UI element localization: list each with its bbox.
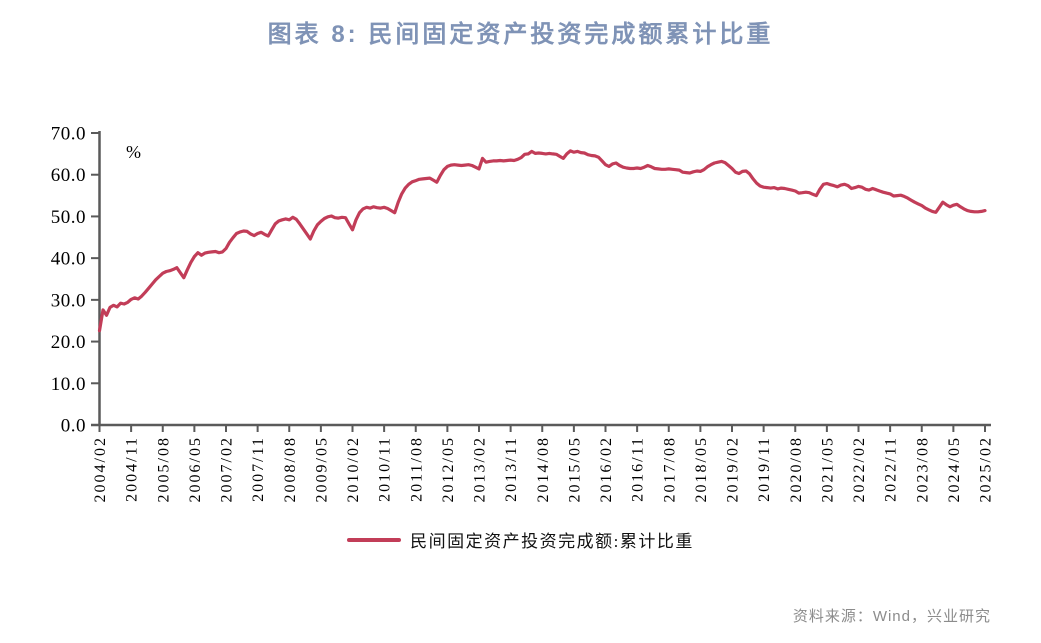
x-axis-tick-label: 2015/05 <box>566 436 583 502</box>
y-axis-tick-label: 20.0 <box>51 332 86 353</box>
x-axis-tick-label: 2019/02 <box>725 436 742 502</box>
x-axis-tick-label: 2016/02 <box>598 436 615 502</box>
x-axis-tick-label: 2004/02 <box>92 436 109 502</box>
x-axis-tick-label: 2012/05 <box>440 436 457 502</box>
x-axis-tick-label: 2017/08 <box>661 436 678 502</box>
x-axis-tick-label: 2016/11 <box>630 436 647 502</box>
x-axis-tick-label: 2024/05 <box>946 436 963 502</box>
x-axis-tick-label: 2011/08 <box>408 436 425 502</box>
x-axis-tick-label: 2010/02 <box>345 436 362 502</box>
x-axis-tick-label: 2019/11 <box>756 436 773 502</box>
x-axis-tick-label: 2022/02 <box>851 436 868 502</box>
x-axis-tick-label: 2020/08 <box>788 436 805 502</box>
x-axis-tick-label: 2018/05 <box>693 436 710 502</box>
x-axis-tick-label: 2007/02 <box>219 436 236 502</box>
y-axis-tick-label: 50.0 <box>51 207 86 228</box>
x-axis-tick-label: 2006/05 <box>187 436 204 502</box>
data-series-line <box>97 149 987 333</box>
x-axis-tick-label: 2009/05 <box>313 436 330 502</box>
x-axis-tick-label: 2023/08 <box>914 436 931 502</box>
x-axis-tick-label: 2007/11 <box>250 436 267 502</box>
y-axis-tick-label: 60.0 <box>51 165 86 186</box>
legend-line-sample-icon <box>347 537 402 542</box>
y-axis-unit-label: % <box>126 142 141 162</box>
legend-label: 民间固定资产投资完成额:累计比重 <box>410 532 694 551</box>
x-axis-tick-label: 2010/11 <box>377 436 394 502</box>
source-text: 资料来源：Wind，兴业研究 <box>792 608 991 625</box>
y-axis-tick-label: 30.0 <box>51 290 86 311</box>
y-axis-tick-label: 70.0 <box>51 124 86 145</box>
y-axis-tick-label: 40.0 <box>51 249 86 270</box>
x-axis-tick-label: 2005/08 <box>155 436 172 502</box>
legend: 民间固定资产投资完成额:累计比重 <box>0 527 1041 552</box>
x-axis-tick-label: 2021/05 <box>819 436 836 502</box>
x-axis-tick-label: 2022/11 <box>883 436 900 502</box>
x-axis-tick-label: 2013/11 <box>503 436 520 502</box>
x-axis-tick-label: 2025/02 <box>978 436 995 502</box>
y-axis-tick-label: 10.0 <box>51 374 86 395</box>
y-axis-tick-label: 0.0 <box>61 416 86 437</box>
x-axis-tick-label: 2004/11 <box>124 436 141 502</box>
x-axis-tick-label: 2013/02 <box>472 436 489 502</box>
x-axis-tick-label: 2008/08 <box>282 436 299 502</box>
x-axis-tick-label: 2014/08 <box>535 436 552 502</box>
chart-title: 图表 8: 民间固定资产投资完成额累计比重 <box>267 21 774 48</box>
